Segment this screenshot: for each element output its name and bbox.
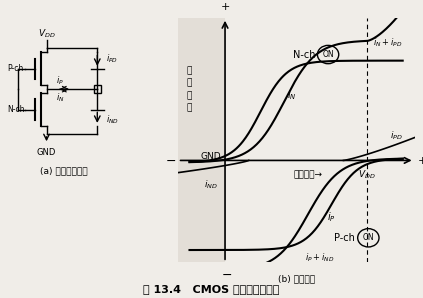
Text: GND: GND <box>201 152 222 161</box>
Text: $i_{PD}$: $i_{PD}$ <box>106 52 118 65</box>
Text: N-ch: N-ch <box>8 105 25 114</box>
Text: $i_{PD}$: $i_{PD}$ <box>390 130 403 142</box>
Text: $i_N+i_{PD}$: $i_N+i_{PD}$ <box>374 36 403 49</box>
Text: $V_{DD}$: $V_{DD}$ <box>358 169 376 181</box>
Text: GND: GND <box>37 148 56 157</box>
Text: ON: ON <box>322 50 334 59</box>
Text: 输
出
电
流: 输 出 电 流 <box>187 66 192 112</box>
Text: $-$: $-$ <box>165 154 176 167</box>
Text: $i_P$: $i_P$ <box>327 211 336 224</box>
Text: $i_N$: $i_N$ <box>286 89 296 102</box>
Text: P-ch: P-ch <box>8 64 24 73</box>
Text: $i_P$: $i_P$ <box>56 75 64 87</box>
Bar <box>94 85 101 93</box>
Text: (a) 输出等效电路: (a) 输出等效电路 <box>40 166 87 175</box>
Text: $i_{ND}$: $i_{ND}$ <box>106 114 119 126</box>
Text: $i_P+i_{ND}$: $i_P+i_{ND}$ <box>305 252 335 264</box>
Text: 图 13.4   CMOS 器件的输出特性: 图 13.4 CMOS 器件的输出特性 <box>143 284 280 294</box>
Polygon shape <box>178 18 225 262</box>
Text: ON: ON <box>363 233 374 242</box>
Text: N-ch: N-ch <box>293 49 315 60</box>
Text: $+$: $+$ <box>417 155 423 166</box>
Text: $-$: $-$ <box>221 268 232 281</box>
Text: $i_N$: $i_N$ <box>56 91 64 103</box>
Text: 输出电压→: 输出电压→ <box>294 170 322 180</box>
Text: $i_{ND}$: $i_{ND}$ <box>204 179 218 191</box>
Text: P-ch: P-ch <box>335 233 355 243</box>
Text: $+$: $+$ <box>220 1 230 12</box>
Text: (b) 输出特性: (b) 输出特性 <box>277 274 315 283</box>
Text: $V_{DD}$: $V_{DD}$ <box>38 28 55 41</box>
